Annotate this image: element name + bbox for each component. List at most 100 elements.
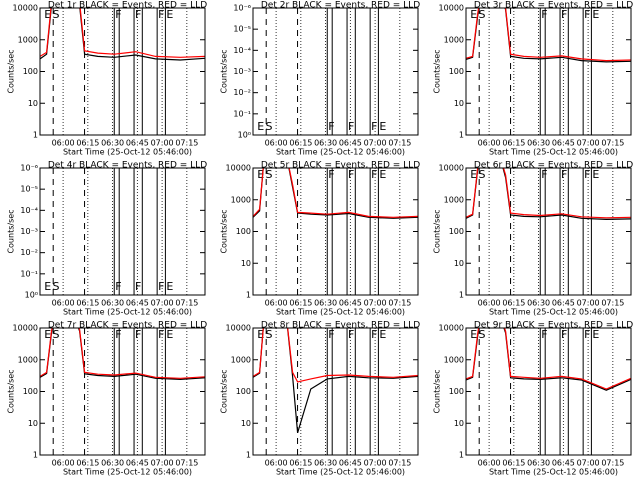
x-tick-label: 07:15	[601, 139, 624, 148]
x-tick-label: 06:15	[289, 459, 312, 468]
x-axis-label: Start Time (25-Oct-12 05:46:00)	[276, 468, 405, 477]
x-tick-label: 06:30	[314, 459, 337, 468]
x-tick-label: 06:15	[76, 459, 99, 468]
x-axis-label: Start Time (25-Oct-12 05:46:00)	[276, 148, 405, 157]
y-tick-label: 1000	[444, 195, 464, 204]
event-letter: F	[561, 8, 567, 21]
y-tick-label: 1000	[444, 355, 464, 364]
panel: Det 2r BLACK = Events, RED = LLD Counts/s…	[220, 1, 421, 157]
event-letter: F	[158, 280, 164, 293]
x-tick-label: 06:45	[339, 459, 362, 468]
y-tick-label: 10000	[439, 4, 464, 13]
y-tick-label: 10000	[439, 324, 464, 333]
y-tick-label: 100	[449, 387, 464, 396]
event-letter: F	[584, 328, 590, 341]
y-axis-label: Counts/sec	[220, 209, 229, 253]
x-tick-label: 06:00	[52, 459, 75, 468]
plot-frame	[465, 167, 632, 296]
x-tick-label: 07:15	[601, 459, 624, 468]
y-tick-label: 1	[459, 131, 464, 140]
y-tick-label: 10⁻⁶	[233, 4, 251, 13]
y-tick-label: 1	[33, 131, 38, 140]
x-axis-label: Start Time (25-Oct-12 05:46:00)	[489, 148, 618, 157]
y-tick-label: 10	[454, 259, 464, 268]
series-line	[40, 328, 205, 379]
chart-title: Det 2r BLACK = Events, RED = LLD	[261, 1, 420, 11]
series-line	[253, 328, 418, 433]
x-tick-label: 07:00	[577, 299, 600, 308]
x-tick-label: 07:15	[601, 299, 624, 308]
y-tick-label: 10	[28, 99, 38, 108]
y-tick-label: 10⁻⁵	[233, 25, 251, 34]
y-tick-label: 1	[33, 451, 38, 460]
event-letter: E	[257, 168, 264, 181]
x-tick-label: 07:00	[364, 299, 387, 308]
x-tick-label: 06:45	[552, 459, 575, 468]
y-axis-label: Counts/sec	[433, 49, 442, 93]
plot-frame	[39, 167, 206, 296]
y-tick-label: 10⁰	[238, 131, 251, 140]
event-letter: F	[328, 120, 334, 133]
plot-frame	[39, 7, 206, 136]
panel: Det 4r BLACK = Events, RED = LLD Counts/s…	[7, 161, 208, 317]
event-letter: F	[584, 168, 590, 181]
event-letter: S	[53, 8, 60, 21]
x-tick-label: 06:00	[52, 139, 75, 148]
y-axis-label: Counts/sec	[220, 369, 229, 413]
y-tick-label: 100	[449, 227, 464, 236]
event-letter: E	[592, 8, 599, 21]
y-tick-label: 10⁻¹	[20, 269, 38, 278]
event-letter: F	[135, 280, 141, 293]
event-letter: E	[379, 120, 386, 133]
y-tick-label: 10⁻³	[233, 67, 251, 76]
x-tick-label: 07:15	[175, 139, 198, 148]
y-tick-label: 10000	[439, 164, 464, 173]
event-letter: F	[328, 168, 334, 181]
chart-title: Det 8r BLACK = Events, RED = LLD	[261, 321, 420, 331]
y-tick-label: 1000	[18, 355, 38, 364]
event-letter: F	[348, 120, 354, 133]
y-tick-label: 10000	[226, 324, 251, 333]
x-axis-label: Start Time (25-Oct-12 05:46:00)	[63, 308, 192, 317]
event-letter: S	[53, 280, 60, 293]
panel: Det 1r BLACK = Events, RED = LLD Counts/s…	[7, 1, 208, 157]
panel: Det 8r BLACK = Events, RED = LLD Counts/s…	[220, 321, 421, 477]
x-tick-label: 07:00	[364, 459, 387, 468]
event-letter: F	[135, 328, 141, 341]
series-line	[466, 328, 631, 390]
y-tick-label: 10⁻²	[233, 88, 251, 97]
event-letter: F	[371, 328, 377, 341]
event-letter: F	[561, 328, 567, 341]
event-letter: E	[44, 8, 51, 21]
y-tick-label: 1000	[231, 355, 251, 364]
panel: Det 3r BLACK = Events, RED = LLD Counts/s…	[433, 1, 634, 157]
y-tick-label: 100	[449, 67, 464, 76]
y-tick-label: 1	[246, 291, 251, 300]
event-letter: F	[115, 8, 121, 21]
x-tick-label: 06:00	[478, 139, 501, 148]
event-letter: E	[166, 280, 173, 293]
event-letter: F	[561, 168, 567, 181]
x-tick-label: 07:15	[175, 459, 198, 468]
chart-title: Det 9r BLACK = Events, RED = LLD	[474, 321, 633, 331]
chart-title: Det 7r BLACK = Events, RED = LLD	[48, 321, 207, 331]
event-letter: F	[371, 120, 377, 133]
x-tick-label: 06:30	[101, 139, 124, 148]
x-tick-label: 07:00	[151, 459, 174, 468]
panel: Det 9r BLACK = Events, RED = LLD Counts/s…	[433, 321, 634, 477]
x-tick-label: 07:00	[577, 139, 600, 148]
event-letter: E	[166, 8, 173, 21]
y-tick-label: 10⁻⁴	[233, 46, 251, 55]
y-tick-label: 100	[236, 227, 251, 236]
event-letter: S	[266, 168, 273, 181]
event-letter: E	[592, 168, 599, 181]
x-tick-label: 06:15	[502, 299, 525, 308]
event-letter: S	[479, 8, 486, 21]
y-tick-label: 10	[28, 419, 38, 428]
x-tick-label: 06:45	[339, 299, 362, 308]
event-letter: E	[257, 120, 264, 133]
y-axis-label: Counts/sec	[7, 369, 16, 413]
x-tick-label: 06:00	[265, 139, 288, 148]
